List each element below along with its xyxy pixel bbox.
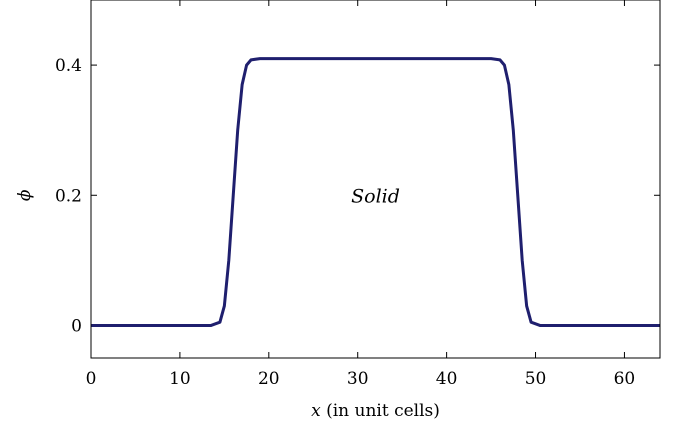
phi-profile-line [91, 57, 660, 327]
x-axis-label-var: x [311, 401, 321, 421]
x-tick-label: 30 [347, 369, 369, 389]
x-axis-label: x (in unit cells) [311, 401, 440, 421]
plot-frame [90, 0, 661, 359]
ticks: 0 10 20 30 40 50 60 0 0.2 0.4 [55, 0, 660, 389]
x-tick-label: 0 [86, 369, 97, 389]
x-tick-label: 40 [436, 369, 458, 389]
y-tick-label: 0 [71, 316, 82, 336]
x-tick-label: 20 [258, 369, 280, 389]
y-tick-label: 0.4 [55, 56, 82, 76]
x-axis-label-text: (in unit cells) [321, 401, 440, 421]
x-tick-label: 50 [525, 369, 547, 389]
y-tick-label: 0.2 [55, 186, 82, 206]
y-axis-label: ϕ [15, 189, 35, 201]
annotation-solid: Solid [351, 185, 400, 207]
x-tick-label: 10 [169, 369, 191, 389]
x-tick-label: 60 [614, 369, 636, 389]
